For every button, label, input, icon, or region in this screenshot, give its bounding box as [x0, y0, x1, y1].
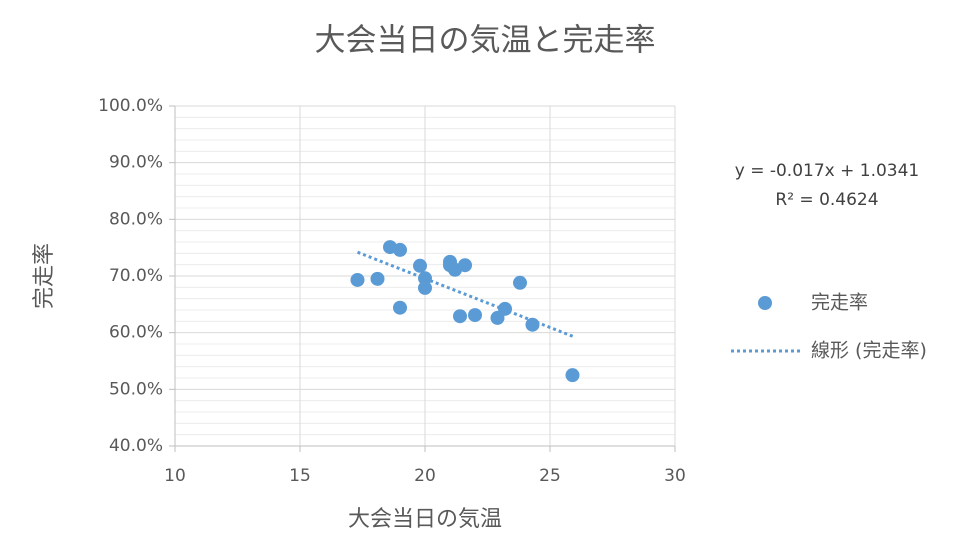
legend-label: 線形 (完走率) [811, 340, 927, 362]
data-point [418, 280, 432, 295]
chart-title: 大会当日の気温と完走率 [315, 23, 656, 59]
data-point [370, 271, 385, 286]
data-point [525, 317, 540, 332]
y-tick-label: 90.0% [109, 153, 163, 173]
r-squared: R² = 0.4624 [775, 190, 878, 210]
trend-equation: y = -0.017x + 1.0341 [735, 161, 920, 181]
x-tick-label: 20 [414, 466, 436, 486]
legend-marker [758, 296, 772, 310]
data-point [453, 309, 467, 324]
x-tick-label: 30 [664, 466, 686, 486]
y-tick-label: 80.0% [109, 209, 163, 229]
x-axis-title: 大会当日の気温 [348, 507, 502, 532]
data-point [458, 258, 472, 273]
data-point [513, 275, 527, 290]
data-point [350, 272, 365, 287]
data-point [468, 308, 482, 323]
y-tick-label: 70.0% [109, 266, 163, 286]
y-axis-title: 完走率 [32, 243, 57, 309]
y-tick-label: 50.0% [109, 379, 163, 399]
data-point [565, 368, 580, 383]
x-tick-label: 10 [164, 466, 186, 486]
data-point [393, 242, 407, 257]
data-point [413, 258, 427, 273]
data-point [393, 300, 407, 315]
x-tick-label: 25 [539, 466, 561, 486]
legend-label: 完走率 [811, 292, 868, 314]
y-tick-label: 60.0% [109, 323, 163, 343]
x-tick-label: 15 [289, 466, 311, 486]
y-tick-label: 100.0% [98, 96, 163, 116]
trendline [356, 250, 576, 339]
y-tick-label: 40.0% [109, 436, 163, 456]
